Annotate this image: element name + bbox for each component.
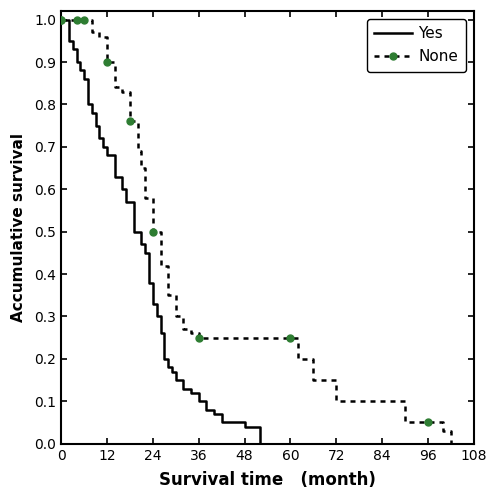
Y-axis label: Accumulative survival: Accumulative survival — [11, 133, 26, 322]
Legend: Yes, None: Yes, None — [367, 19, 466, 72]
X-axis label: Survival time   (month): Survival time (month) — [159, 471, 376, 489]
